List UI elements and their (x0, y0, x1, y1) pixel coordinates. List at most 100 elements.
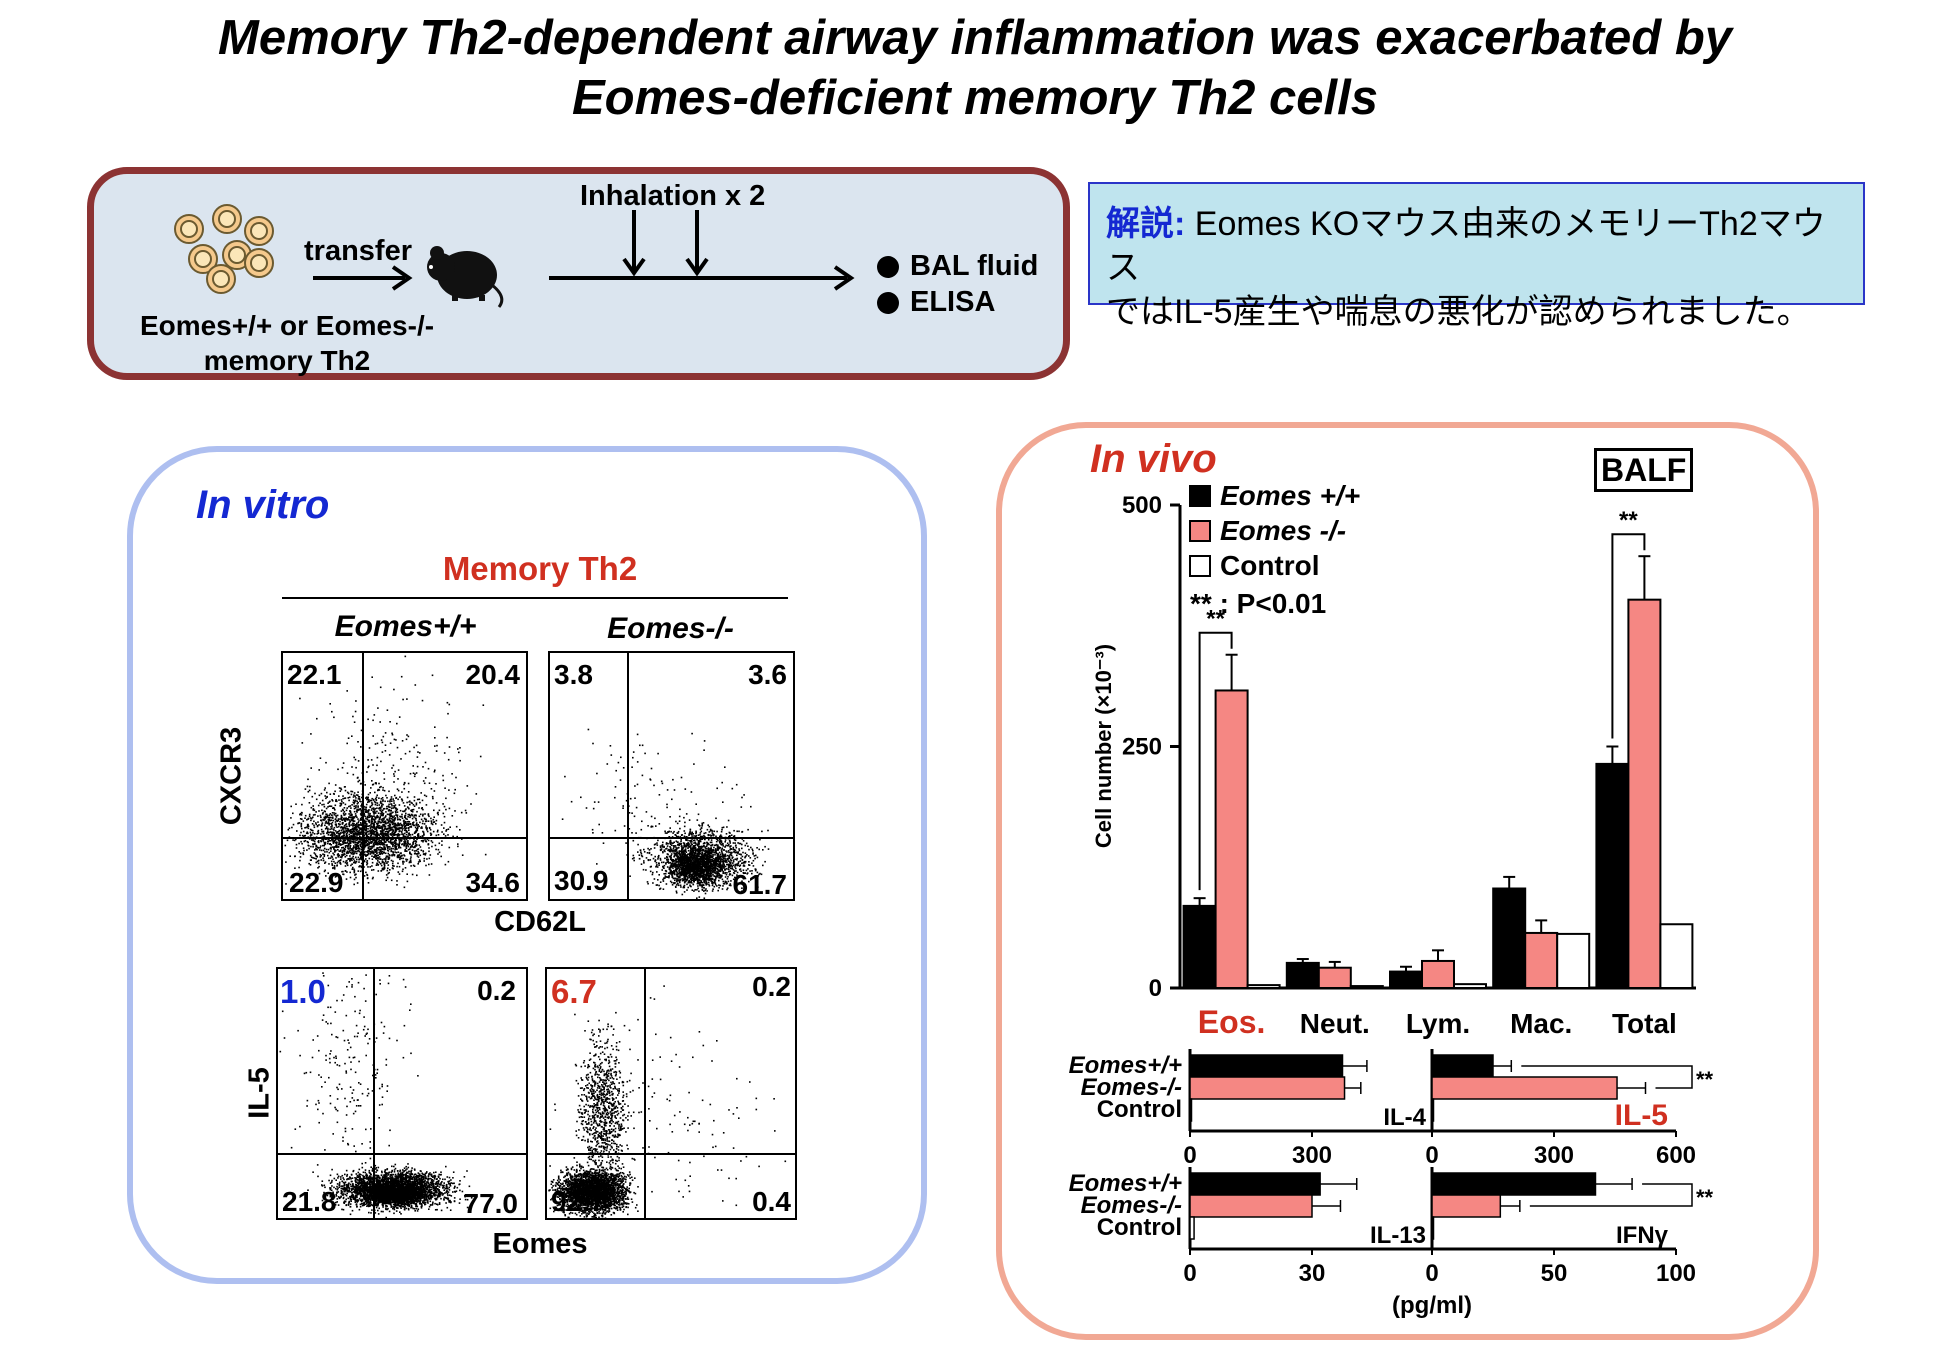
commentary-text-1: Eomes KOマウス由来のメモリーTh2マウス (1106, 205, 1826, 287)
protocol-diagram (174, 204, 899, 314)
x-tick-label: 300 (1534, 1142, 1574, 1169)
h-chart-title: IL-13 (1370, 1222, 1426, 1249)
bullet-icon (877, 292, 899, 314)
bar-mac-1 (1524, 931, 1559, 989)
facs-scatter (278, 969, 526, 1218)
facs-il5-wt: 1.0 0.2 21.8 77.0 (276, 967, 528, 1220)
significance-bracket (1529, 1183, 1693, 1207)
bar-lym-0 (1389, 970, 1423, 990)
balf-label: BALF (1594, 448, 1694, 492)
x-tick-label: 0 (1425, 1142, 1438, 1169)
inhalation-label: Inhalation x 2 (580, 180, 766, 212)
quad-ul: 6.7 (551, 973, 597, 1010)
quad-ll: 22.9 (289, 867, 344, 898)
h-category-label: Eomes+/+ (1069, 1052, 1182, 1079)
x-tick-label: 30 (1299, 1260, 1326, 1287)
group-divider (282, 597, 788, 599)
h-bar-1 (1431, 1194, 1502, 1218)
x-tick-label: Lym. (1406, 1008, 1470, 1039)
xlabel-eomes: Eomes (492, 1228, 588, 1260)
x-tick-label: 600 (1656, 1142, 1696, 1169)
x-tick-label: 0 (1183, 1260, 1196, 1287)
h-category-label: Control (1097, 1214, 1182, 1241)
ylabel-il5: IL-5 (243, 1067, 276, 1119)
bar-lym-1 (1421, 959, 1455, 990)
bar-neut-2 (1349, 985, 1384, 989)
y-tick-label: 500 (1122, 492, 1162, 519)
quad-lr: 34.6 (465, 867, 521, 898)
page-title-line2: Eomes-deficient memory Th2 cells (571, 71, 1379, 125)
x-tick-label: Neut. (1300, 1008, 1370, 1039)
quad-ur: 3.6 (748, 659, 787, 690)
y-axis-label: Cell number (×10⁻³) (1091, 644, 1116, 848)
bar-lym-2 (1453, 983, 1487, 989)
bar-eos-2 (1246, 984, 1281, 989)
significance-mark: ** (1696, 1185, 1714, 1210)
quad-lr: 0.4 (752, 1186, 791, 1217)
timeline-arrow-icon (549, 265, 855, 291)
x-tick-label: 100 (1656, 1260, 1696, 1287)
quad-lr: 61.7 (732, 869, 788, 900)
significance-mark: ** (1696, 1067, 1714, 1092)
ylabel-cxcr3: CXCR3 (215, 726, 248, 826)
bar-total-2 (1659, 923, 1694, 989)
quad-ul: 1.0 (280, 973, 326, 1010)
h-bar-2 (1431, 1098, 1435, 1122)
cells-label-1: Eomes+/+ or Eomes-/- (139, 310, 435, 341)
h-bar-2 (1189, 1216, 1195, 1240)
bullet-icon (877, 256, 899, 278)
mouse-icon (427, 246, 504, 308)
h-bar-0 (1189, 1172, 1321, 1196)
significance-bracket (1611, 533, 1646, 739)
col-ko-label: Eomes-/- (607, 612, 734, 645)
bar-neut-1 (1317, 966, 1352, 989)
page-title-line1: Memory Th2-dependent airway inflammation… (218, 11, 1732, 65)
bar-total-0 (1595, 762, 1630, 989)
facs-scatter (283, 653, 526, 899)
significance-mark: ** (1619, 507, 1638, 534)
in-vitro-heading: In vitro (196, 483, 330, 527)
h-bar-0 (1189, 1054, 1344, 1078)
commentary-label: 解説: (1106, 205, 1186, 243)
h-bar-0 (1431, 1054, 1494, 1078)
quad-ll: 92.7 (551, 1186, 606, 1217)
cell-cluster-icon (174, 204, 274, 294)
in-vivo-heading: In vivo (1090, 437, 1217, 481)
h-bar-2 (1431, 1216, 1435, 1240)
axis-unit-label: (pg/ml) (1392, 1292, 1472, 1319)
col-wt-label: Eomes+/+ (334, 610, 477, 643)
facs-cxcr3-ko: 3.8 3.6 30.9 61.7 (548, 651, 795, 901)
x-tick-label: 0 (1425, 1260, 1438, 1287)
h-category-label: Control (1097, 1096, 1182, 1123)
quad-ll: 21.8 (282, 1186, 337, 1217)
quad-ur: 0.2 (752, 971, 791, 1002)
legend-swatch (1189, 485, 1211, 507)
h-chart-title: IFNγ (1616, 1222, 1669, 1249)
legend-label: Eomes -/- (1220, 515, 1346, 546)
legend-significance-note: ** : P<0.01 (1190, 588, 1326, 619)
h-chart-title: IL-4 (1383, 1104, 1426, 1131)
h-bar-1 (1189, 1076, 1346, 1100)
x-tick-label: 300 (1292, 1142, 1332, 1169)
significance-mark: ** (1206, 606, 1225, 633)
facs-scatter (550, 653, 793, 899)
x-tick-label: Mac. (1510, 1008, 1572, 1039)
bar-mac-0 (1492, 887, 1527, 990)
h-bar-1 (1189, 1194, 1313, 1218)
facs-scatter (547, 969, 795, 1218)
x-tick-label: Total (1612, 1008, 1677, 1039)
significance-bracket (1521, 1065, 1693, 1089)
h-category-label: Eomes-/- (1081, 1192, 1182, 1219)
xlabel-cd62l: CD62L (494, 906, 586, 938)
readout-bal: BAL fluid (910, 250, 1039, 282)
memory-th2-label: Memory Th2 (442, 550, 638, 587)
facs-cxcr3-wt: 22.1 20.4 22.9 34.6 (281, 651, 528, 901)
h-bar-0 (1431, 1172, 1597, 1196)
legend-swatch (1189, 520, 1211, 542)
commentary-box: 解説: Eomes KOマウス由来のメモリーTh2マウス ではIL-5産生や喘息… (1088, 182, 1865, 331)
bar-eos-0 (1182, 904, 1217, 990)
transfer-label: transfer (304, 235, 412, 267)
readout-elisa: ELISA (910, 286, 996, 318)
h-category-label: Eomes+/+ (1069, 1170, 1182, 1197)
